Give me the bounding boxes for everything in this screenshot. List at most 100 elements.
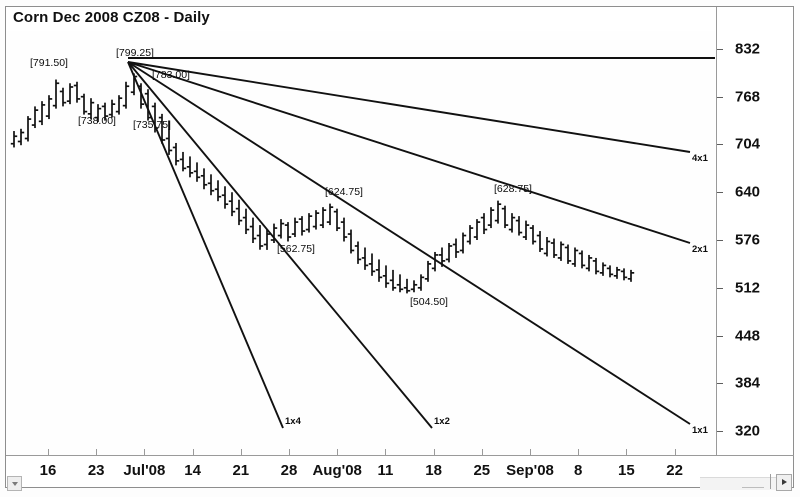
ohlc-bar	[256, 225, 264, 250]
ohlc-bar	[52, 79, 60, 109]
ohlc-bar	[431, 251, 439, 272]
scroll-down-icon[interactable]	[7, 476, 22, 491]
price-axis-tick	[717, 431, 723, 433]
date-axis-tick	[481, 449, 483, 455]
date-axis-label: 8	[574, 462, 583, 479]
ohlc-bar	[214, 180, 222, 202]
ohlc-bar	[172, 142, 180, 166]
date-axis-tick	[626, 449, 628, 455]
gann-fan-ray-label: 1x1	[692, 425, 708, 436]
ohlc-bar	[375, 259, 383, 282]
date-axis-tick	[48, 449, 49, 455]
ohlc-bar	[45, 95, 53, 120]
ohlc-bar	[382, 265, 390, 288]
ohlc-bar	[578, 250, 586, 269]
ohlc-bar	[80, 93, 88, 115]
ohlc-bar	[333, 208, 341, 232]
price-axis-label: 704	[735, 135, 761, 153]
price-annotation: [735.75]	[133, 119, 171, 131]
ohlc-bar	[557, 241, 565, 261]
ohlc-bar	[277, 219, 285, 239]
ohlc-bar	[613, 266, 621, 279]
ohlc-bar	[368, 253, 376, 276]
ohlc-bar	[396, 274, 404, 293]
price-axis-tick	[717, 335, 723, 337]
price-axis-label: 448	[735, 327, 761, 345]
price-axis-label: 320	[735, 422, 761, 440]
ohlc-bar	[66, 83, 74, 105]
gann-fan-ray-label: 2x1	[692, 244, 708, 255]
price-annotation: [783.00]	[152, 69, 190, 81]
ohlc-bar	[122, 81, 130, 109]
price-axis-tick	[717, 144, 723, 146]
ohlc-bar	[466, 225, 474, 245]
gann-fan-ray	[127, 61, 691, 244]
date-axis-label: 15	[618, 462, 635, 479]
ohlc-bar	[165, 120, 173, 155]
price-axis-tick	[717, 96, 723, 98]
ohlc-bar	[284, 222, 292, 242]
scrollbar-thumb[interactable]	[742, 487, 764, 488]
date-axis-tick	[433, 449, 435, 455]
date-axis-tick	[385, 449, 387, 455]
date-axis-tick	[144, 449, 146, 455]
ohlc-bar	[529, 225, 537, 245]
gann-fan-ray-label: 1x2	[434, 416, 450, 427]
date-axis-label: 18	[425, 462, 442, 479]
date-axis-tick	[192, 449, 194, 455]
ohlc-bar	[424, 260, 432, 282]
ohlc-bar	[585, 254, 593, 272]
ohlc-bar	[200, 168, 208, 190]
ohlc-bar	[115, 95, 123, 115]
price-annotation: [738.00]	[78, 115, 116, 127]
date-axis-tick	[96, 449, 98, 455]
price-axis-label: 384	[735, 374, 761, 392]
ohlc-bar	[249, 217, 257, 243]
ohlc-bar	[101, 102, 109, 121]
ohlc-bar	[599, 262, 607, 276]
date-axis-tick	[530, 449, 531, 455]
ohlc-bar	[389, 269, 397, 291]
ohlc-bar	[228, 192, 236, 217]
gann-fan-ray	[127, 61, 691, 425]
ohlc-bar	[59, 87, 67, 107]
price-axis-tick	[717, 48, 723, 50]
ohlc-bar	[410, 280, 418, 293]
ohlc-bar	[186, 156, 194, 178]
chart-plot-area[interactable]: [791.50] [799.25] [783.00] [738.00] [735.75]…	[6, 31, 715, 455]
price-axis-label: 640	[735, 183, 761, 201]
horizontal-scrollbar-track[interactable]	[700, 477, 780, 490]
price-axis-tick	[717, 287, 723, 289]
scrollbar-divider	[770, 474, 771, 489]
price-annotation: [562.75]	[277, 243, 315, 255]
ohlc-bar	[242, 208, 250, 235]
date-axis-tick	[674, 449, 676, 455]
date-axis-line	[6, 455, 794, 456]
ohlc-bar	[543, 237, 551, 257]
gann-fan-layer	[127, 61, 691, 429]
ohlc-bar	[326, 203, 334, 226]
ohlc-bar	[193, 162, 201, 182]
date-axis-label: 11	[377, 462, 394, 479]
price-annotation: [504.50]	[410, 296, 448, 308]
ohlc-bar	[73, 81, 81, 103]
date-axis-tick	[289, 449, 290, 455]
ohlc-bar	[627, 269, 635, 282]
price-axis[interactable]: 832 768 704 640 576 512 448 384 320	[716, 7, 793, 455]
page-title: Corn Dec 2008 CZ08 - Daily	[13, 9, 210, 26]
ohlc-bar	[550, 238, 558, 258]
ohlc-bar	[24, 116, 32, 142]
price-axis-label: 832	[735, 40, 761, 58]
date-axis-tick	[578, 449, 580, 455]
price-axis-label: 768	[735, 88, 761, 106]
date-axis-tick	[240, 449, 242, 455]
ohlc-bar	[179, 151, 187, 172]
price-axis-label: 576	[735, 231, 761, 249]
gann-fan-ray	[127, 61, 433, 429]
scroll-right-icon[interactable]	[776, 474, 792, 491]
ohlc-bar	[417, 274, 425, 291]
price-axis-tick	[717, 240, 723, 241]
ohlc-bar	[480, 213, 488, 235]
ohlc-bar	[522, 220, 530, 241]
